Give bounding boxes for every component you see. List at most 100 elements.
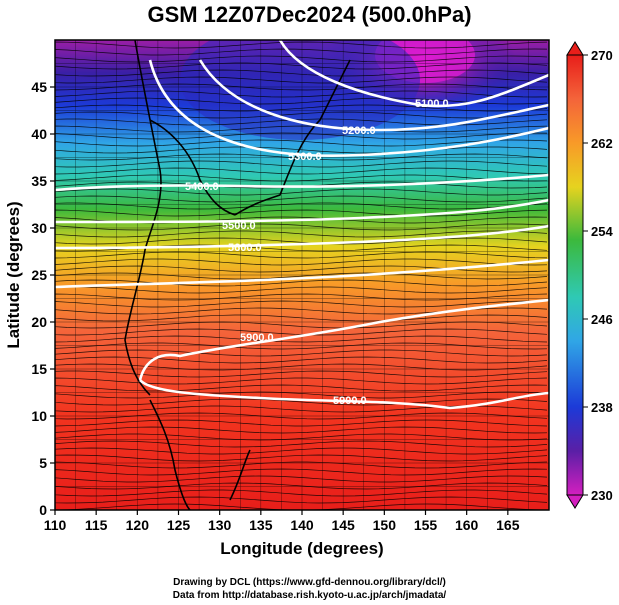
streamline xyxy=(55,433,548,441)
streamline xyxy=(55,97,548,105)
contour-label-5400: 5400.0 xyxy=(185,181,219,193)
colorbar-tick-label: 246 xyxy=(591,312,613,327)
streamline xyxy=(55,454,548,462)
x-tick-label: 135 xyxy=(249,517,273,533)
drawing-credit: Drawing by DCL (https://www.gfd-dennou.o… xyxy=(173,577,446,588)
streamline xyxy=(55,104,548,112)
streamline xyxy=(55,314,548,322)
map-title: GSM 12Z07Dec2024 (500.0hPa) xyxy=(147,2,472,27)
x-tick-label: 160 xyxy=(455,517,479,533)
streamline xyxy=(55,272,548,280)
streamline xyxy=(55,160,548,168)
streamline xyxy=(55,503,548,510)
x-tick-label: 130 xyxy=(208,517,232,533)
grid-lines xyxy=(55,40,549,510)
streamline xyxy=(55,41,548,49)
streamline xyxy=(55,384,548,392)
y-tick-label: 40 xyxy=(31,126,47,142)
streamline xyxy=(55,132,548,140)
streamline xyxy=(55,391,548,399)
colorbar-tick-label: 254 xyxy=(591,224,613,239)
height-contours xyxy=(55,40,549,410)
streamline xyxy=(55,426,548,434)
y-tick-label: 0 xyxy=(39,502,47,518)
x-tick-label: 115 xyxy=(85,517,108,533)
streamline xyxy=(55,370,548,378)
streamline xyxy=(55,251,548,259)
streamline xyxy=(55,209,548,217)
streamline xyxy=(55,195,548,203)
contour-label-5300: 5300.0 xyxy=(288,151,322,163)
x-axis-label: Longitude (degrees) xyxy=(220,539,383,558)
streamline xyxy=(55,48,548,56)
y-tick-label: 15 xyxy=(31,361,47,377)
contour-label-5600: 5600.0 xyxy=(228,242,262,254)
y-axis-label: Latitude (degrees) xyxy=(4,201,23,348)
streamline xyxy=(55,440,548,448)
streamline xyxy=(55,461,548,469)
streamline xyxy=(55,76,548,84)
contour-label-5500: 5500.0 xyxy=(222,220,256,232)
streamline xyxy=(55,475,548,483)
colorbar-tick-label: 270 xyxy=(591,48,613,63)
streamline xyxy=(55,230,548,238)
streamline xyxy=(55,447,548,455)
streamline xyxy=(55,286,548,294)
streamline xyxy=(55,125,548,133)
x-tick-label: 120 xyxy=(126,517,150,533)
streamline xyxy=(55,146,548,154)
x-tick-label: 110 xyxy=(44,517,67,533)
y-tick-label: 20 xyxy=(31,314,47,330)
streamline xyxy=(55,69,548,77)
colorbar-tick-label: 230 xyxy=(591,488,613,503)
x-tick-label: 150 xyxy=(373,517,397,533)
streamline xyxy=(55,412,548,420)
y-tick-label: 35 xyxy=(31,173,47,189)
streamline xyxy=(55,223,548,231)
x-tick-label: 155 xyxy=(414,517,438,533)
colorbar-bottom-arrow xyxy=(566,494,584,509)
wind-streamlines xyxy=(55,41,548,510)
y-tick-label: 10 xyxy=(31,408,47,424)
contour-label-5900-upper: 5900.0 xyxy=(240,332,274,344)
streamline xyxy=(55,90,548,98)
x-tick-label: 125 xyxy=(167,517,191,533)
y-tick-label: 45 xyxy=(31,79,47,95)
streamline xyxy=(55,496,548,504)
streamline xyxy=(55,202,548,210)
streamline xyxy=(55,62,548,70)
y-tick-label: 5 xyxy=(39,455,47,471)
streamline xyxy=(55,356,548,364)
streamline xyxy=(55,489,548,497)
y-tick-label: 25 xyxy=(31,267,47,283)
x-tick-label: 145 xyxy=(331,517,355,533)
x-tick-label: 140 xyxy=(290,517,314,533)
x-tick-label: 165 xyxy=(496,517,520,533)
colorbar-ticks: 230 238 246 254 262 270 xyxy=(583,48,613,503)
streamline xyxy=(55,300,548,308)
streamline xyxy=(55,188,548,196)
streamline xyxy=(55,279,548,287)
streamline xyxy=(55,237,548,245)
streamline xyxy=(55,419,548,427)
streamline xyxy=(55,111,548,119)
streamline xyxy=(55,139,548,147)
y-tick-label: 30 xyxy=(31,220,47,236)
colorbar-tick-label: 262 xyxy=(591,136,613,151)
coastline xyxy=(124,40,351,510)
streamline xyxy=(55,335,548,343)
data-credit: Data from http://database.rish.kyoto-u.a… xyxy=(172,590,447,601)
x-axis-ticks: 110 115 120 125 130 135 140 145 150 155 160 165 xyxy=(44,510,520,533)
streamline xyxy=(55,258,548,266)
colorbar-tick-label: 238 xyxy=(591,400,613,415)
streamline xyxy=(55,377,548,385)
colorbar xyxy=(566,54,584,496)
y-axis-ticks: 0 5 10 15 20 25 30 35 40 45 xyxy=(31,79,55,518)
streamline xyxy=(55,83,548,91)
contour-label-5100: 5100.0 xyxy=(415,98,449,110)
streamline xyxy=(55,398,548,406)
streamline xyxy=(55,167,548,175)
colorbar-top-arrow xyxy=(566,41,584,56)
streamline xyxy=(55,468,548,476)
